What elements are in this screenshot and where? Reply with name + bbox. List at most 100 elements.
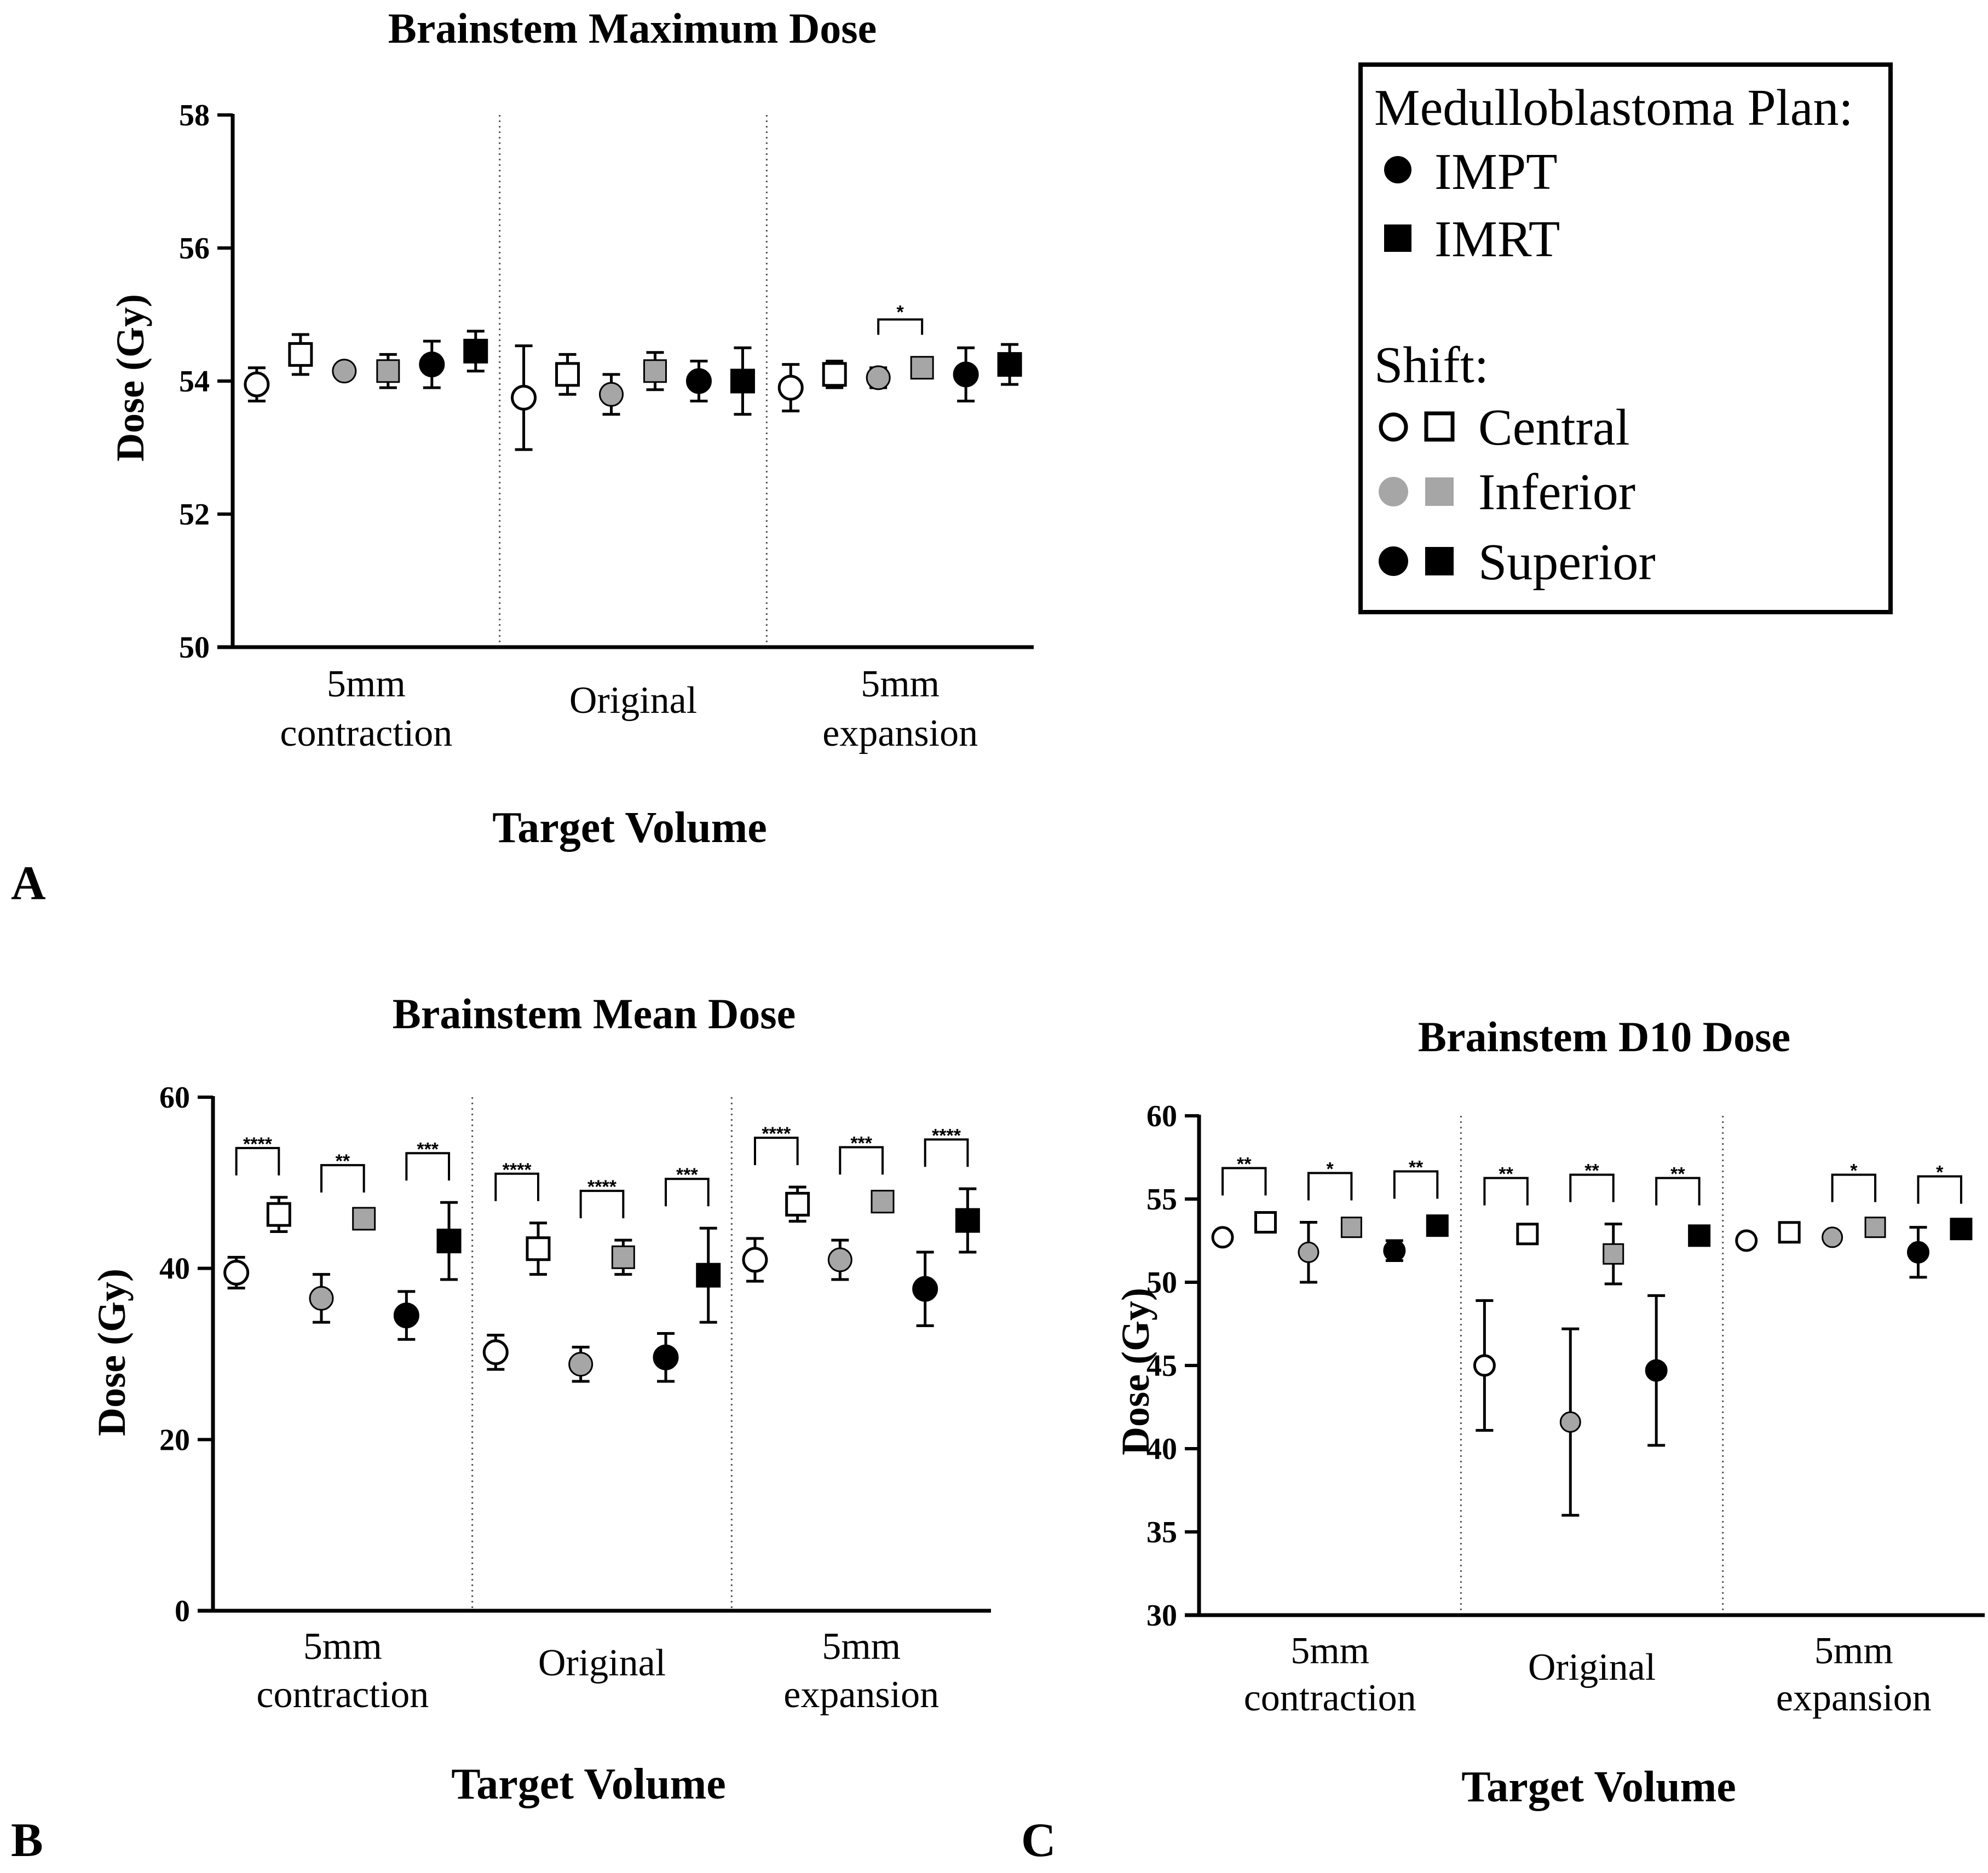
data-point-impt — [332, 359, 357, 384]
chart-title: Brainstem Mean Dose — [393, 990, 796, 1038]
x-tick-label: 5mm — [327, 663, 406, 705]
data-point-imrt — [1688, 1224, 1711, 1247]
data-point-impt — [742, 1247, 768, 1273]
x-tick-label: 5mm — [861, 663, 940, 705]
data-point-impt — [599, 382, 624, 407]
y-tick-label: 60 — [159, 1081, 190, 1115]
significance-label: ** — [1584, 1161, 1599, 1182]
x-tick-label: 5mm — [1814, 1630, 1893, 1672]
legend-plan-header: Medulloblastoma Plan: — [1374, 79, 1853, 136]
legend-shift-header: Shift: — [1374, 337, 1489, 394]
significance-bracket — [579, 1190, 625, 1219]
data-point-imrt — [1426, 1214, 1449, 1237]
y-tick-label: 45 — [1146, 1349, 1177, 1383]
chart-panel-c: Brainstem D10 Dose Dose (Gy) Target Volu… — [1021, 1013, 1985, 1867]
y-tick-label: 58 — [179, 99, 210, 132]
data-point-imrt — [955, 1208, 980, 1233]
significance-label: *** — [676, 1165, 698, 1185]
data-point-impt — [1559, 1411, 1581, 1433]
legend-shift-central: Central — [1478, 399, 1630, 456]
data-point-impt — [953, 361, 979, 388]
legend: Medulloblastoma Plan: IMPT IMRT Shift: C… — [1358, 62, 1893, 614]
data-point-impt — [1645, 1359, 1668, 1382]
significance-bracket — [753, 1137, 799, 1166]
y-tick-label: 40 — [1146, 1432, 1177, 1466]
data-point-impt — [511, 384, 537, 411]
circle-marker-icon — [1379, 477, 1408, 506]
significance-bracket — [1221, 1167, 1267, 1196]
significance-label: *** — [417, 1139, 439, 1160]
data-point-impt — [1298, 1241, 1319, 1263]
data-point-imrt — [871, 1190, 895, 1214]
data-point-impt — [568, 1352, 593, 1377]
significance-bracket — [1831, 1173, 1877, 1202]
x-tick-label: contraction — [1244, 1677, 1416, 1719]
data-point-impt — [827, 1247, 852, 1272]
significance-label: **** — [762, 1123, 791, 1144]
y-axis-label: Dose (Gy) — [90, 1269, 134, 1436]
significance-label: * — [1327, 1159, 1334, 1180]
chart-title: Brainstem D10 Dose — [1418, 1013, 1790, 1061]
significance-bracket — [1655, 1177, 1701, 1206]
significance-label: ** — [1237, 1154, 1252, 1174]
square-marker-icon — [1384, 224, 1411, 252]
legend-shift-inferior: Inferior — [1478, 464, 1635, 521]
significance-label: ** — [1499, 1164, 1513, 1185]
y-axis-label: Dose (Gy) — [1114, 1288, 1157, 1455]
data-point-imrt — [611, 1245, 635, 1269]
significance-bracket — [877, 318, 924, 335]
data-point-imrt — [822, 362, 847, 387]
x-tick-label: Original — [538, 1642, 666, 1684]
x-tick-label: 5mm — [303, 1626, 382, 1668]
significance-bracket — [665, 1178, 710, 1207]
circle-marker-icon — [1384, 156, 1411, 183]
legend-shift-superior: Superior — [1478, 534, 1656, 591]
significance-bracket — [320, 1164, 365, 1193]
significance-label: * — [1936, 1162, 1944, 1183]
data-point-impt — [866, 365, 891, 390]
panel-label: A — [11, 857, 46, 910]
data-point-imrt — [785, 1191, 810, 1217]
significance-bracket — [1569, 1173, 1615, 1202]
x-tick-label: 5mm — [1290, 1630, 1369, 1672]
y-tick-label: 56 — [179, 232, 210, 266]
circle-marker-icon — [1379, 412, 1408, 442]
y-tick-label: 52 — [179, 498, 210, 532]
square-marker-icon — [1424, 411, 1455, 442]
square-marker-icon — [1425, 547, 1454, 575]
data-point-impt — [419, 351, 445, 378]
significance-bracket — [1393, 1170, 1439, 1199]
x-tick-label: contraction — [280, 712, 452, 754]
significance-label: * — [897, 302, 904, 323]
y-tick-label: 60 — [1146, 1099, 1177, 1133]
data-point-imrt — [352, 1207, 376, 1231]
data-point-imrt — [1340, 1217, 1362, 1238]
significance-bracket — [1483, 1177, 1529, 1206]
x-tick-label: expansion — [1776, 1677, 1932, 1719]
data-point-impt — [244, 371, 270, 397]
data-point-impt — [777, 374, 804, 401]
legend-box — [1358, 62, 1893, 614]
y-tick-label: 50 — [179, 631, 210, 665]
significance-label: ** — [1670, 1164, 1685, 1185]
y-tick-label: 50 — [1146, 1266, 1177, 1300]
data-point-imrt — [463, 338, 488, 364]
y-tick-label: 0 — [175, 1594, 190, 1628]
data-point-impt — [1473, 1354, 1496, 1377]
significance-bracket — [924, 1138, 969, 1167]
significance-bracket — [839, 1146, 884, 1175]
y-tick-label: 40 — [159, 1252, 190, 1286]
data-point-impt — [1383, 1239, 1406, 1262]
y-axis-label: Dose (Gy) — [108, 294, 152, 462]
significance-label: *** — [850, 1133, 872, 1154]
x-axis-label: Target Volume — [1461, 1763, 1736, 1811]
data-point-impt — [1822, 1226, 1843, 1248]
data-point-imrt — [696, 1263, 721, 1288]
significance-label: ** — [1409, 1157, 1424, 1178]
y-tick-label: 54 — [179, 365, 210, 399]
x-axis-label: Target Volume — [492, 804, 767, 852]
data-point-imrt — [266, 1202, 291, 1227]
panel-label: C — [1021, 1814, 1056, 1867]
x-tick-label: Original — [1528, 1646, 1656, 1688]
